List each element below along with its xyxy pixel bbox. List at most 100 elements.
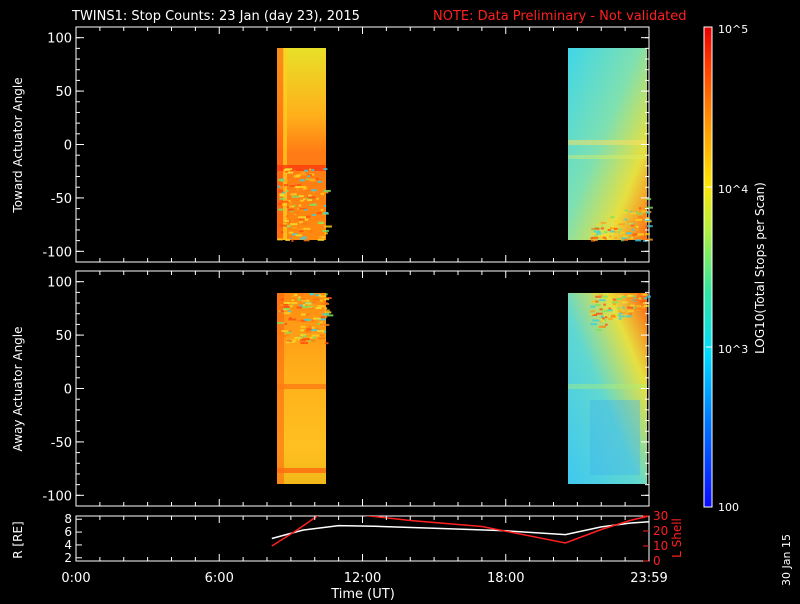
noise-cell (287, 196, 294, 199)
noise-cell (286, 206, 291, 208)
noise-cell (298, 195, 304, 198)
noise-cell (319, 334, 324, 337)
noise-cell (311, 169, 315, 172)
noise-cell (612, 303, 616, 306)
noise-cell (621, 301, 628, 304)
x-tick-label: 18:00 (487, 571, 524, 586)
r-tick-label: 4 (64, 538, 72, 552)
noise-cell (590, 323, 598, 326)
colorbar-tick-label: 100 (718, 501, 739, 514)
l-shell-tick-label: 20 (653, 524, 668, 538)
noise-cell (303, 191, 307, 194)
noise-cell (311, 334, 320, 337)
noise-cell (296, 184, 302, 187)
y-tick-label: 0 (64, 139, 72, 154)
noise-cell (646, 238, 653, 241)
noise-cell (300, 325, 306, 328)
l-shell-tick-label: 30 (653, 509, 668, 523)
noise-cell (288, 205, 295, 208)
noise-cell (318, 337, 326, 340)
noise-cell (303, 335, 307, 338)
noise-cell (303, 188, 308, 191)
noise-cell (298, 204, 302, 207)
noise-cell (640, 293, 645, 296)
noise-cell (603, 314, 608, 317)
noise-cell (623, 235, 627, 238)
noise-cell (283, 168, 291, 171)
noise-cell (300, 319, 307, 322)
noise-cell (608, 294, 614, 297)
noise-cell (313, 339, 316, 342)
noise-cell (631, 228, 636, 231)
y-tick-label: 0 (64, 383, 72, 398)
noise-cell (280, 298, 284, 301)
noise-cell (614, 230, 617, 233)
noise-cell (591, 236, 599, 239)
noise-cell (297, 298, 303, 301)
noise-cell (646, 198, 652, 201)
noise-cell (646, 225, 653, 228)
noise-cell (644, 220, 652, 223)
noise-cell (308, 196, 315, 199)
noise-cell (309, 168, 312, 171)
noise-cell (298, 216, 306, 219)
noise-cell (281, 330, 288, 333)
noise-cell (301, 222, 308, 225)
noise-cell (594, 227, 600, 230)
noise-cell (634, 297, 637, 300)
noise-cell (312, 214, 316, 216)
noise-cell (292, 233, 298, 236)
noise-cell (286, 189, 289, 192)
away-heatmap-block-2 (568, 293, 651, 484)
noise-cell (288, 305, 293, 308)
noise-cell (625, 315, 632, 318)
l-shell-tick-label: 0 (653, 554, 661, 568)
noise-cell (629, 304, 635, 307)
noise-cell (279, 193, 284, 196)
noise-cell (324, 298, 330, 301)
y-tick-label: -100 (42, 245, 72, 260)
noise-cell (285, 331, 292, 334)
noise-cell (286, 335, 292, 338)
noise-cell (280, 179, 284, 182)
noise-cell (634, 228, 639, 231)
noise-cell (302, 235, 306, 238)
noise-cell (301, 171, 305, 174)
noise-cell (594, 304, 601, 307)
noise-cell (626, 236, 630, 239)
noise-cell (296, 188, 299, 191)
noise-cell (590, 313, 594, 316)
noise-cell (291, 239, 294, 242)
noise-cell (603, 303, 606, 306)
noise-cell (283, 312, 291, 315)
noise-cell (284, 322, 288, 325)
noise-cell (605, 316, 608, 319)
noise-cell (303, 227, 311, 230)
noise-cell (290, 223, 298, 226)
noise-cell (637, 233, 644, 236)
noise-cell (317, 305, 325, 308)
y-tick-label: 100 (47, 276, 72, 291)
noise-cell (627, 220, 634, 223)
noise-cell (282, 200, 289, 203)
noise-cell (308, 304, 317, 307)
noise-cell (624, 209, 628, 212)
noise-cell (633, 299, 640, 301)
noise-cell (324, 205, 327, 207)
noise-cell (592, 319, 600, 322)
noise-cell (618, 312, 623, 315)
noise-cell (597, 223, 603, 226)
noise-cell (323, 309, 330, 312)
noise-cell (304, 208, 307, 211)
noise-cell (323, 330, 327, 333)
toward-noise-band (277, 168, 332, 242)
noise-cell (642, 237, 645, 240)
away-y-ticks: -100 -50 0 50 100 (42, 276, 649, 504)
noise-cell (300, 199, 305, 202)
noise-cell (314, 326, 320, 329)
toward-y-ticks: -100 -50 0 50 100 (42, 32, 649, 260)
noise-cell (277, 238, 283, 241)
noise-cell (603, 319, 607, 322)
noise-cell (288, 236, 293, 239)
noise-cell (309, 230, 313, 233)
